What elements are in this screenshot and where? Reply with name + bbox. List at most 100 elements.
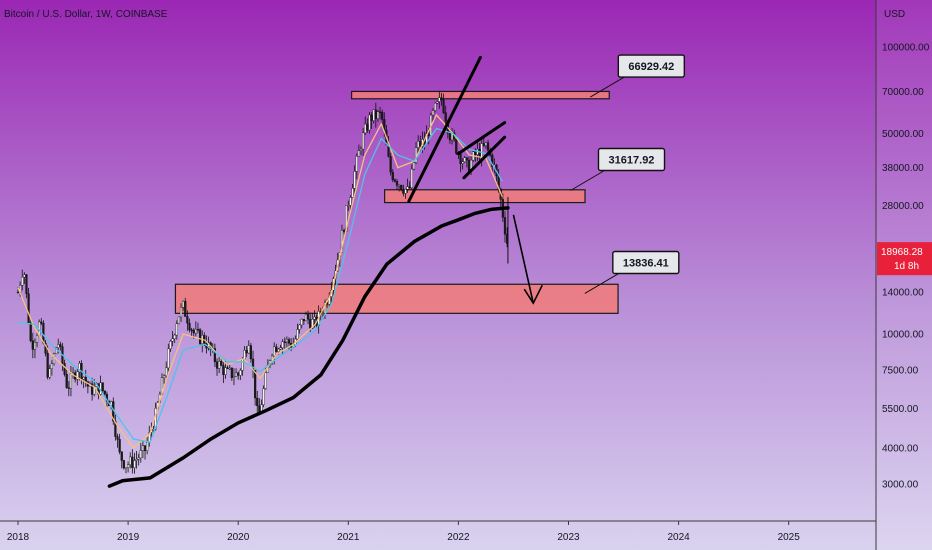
candle-body xyxy=(247,345,250,354)
candle-body xyxy=(408,186,411,189)
candle-body xyxy=(279,347,282,350)
candle-body xyxy=(311,319,314,329)
y-tick-label: 50000.00 xyxy=(882,129,924,140)
callout-pointer xyxy=(590,76,625,98)
candle-body xyxy=(309,319,312,329)
candle-body xyxy=(302,318,305,322)
projection-arrow xyxy=(512,214,543,305)
candle-body xyxy=(63,363,66,375)
candle-body xyxy=(135,459,138,461)
candle-body xyxy=(296,329,299,340)
candle-body xyxy=(25,274,28,294)
candle-body xyxy=(230,367,233,378)
y-tick-label: 38000.00 xyxy=(882,163,924,174)
candle-body xyxy=(218,361,221,369)
candle-body xyxy=(82,376,85,380)
candle-body xyxy=(283,341,286,344)
current-price-value: 18968.28 xyxy=(881,247,923,258)
candle-body xyxy=(300,318,303,326)
candle-body xyxy=(23,274,26,278)
candle-body xyxy=(167,348,170,369)
candle-body xyxy=(486,142,490,151)
x-tick-label: 2021 xyxy=(337,532,360,543)
candle-body xyxy=(404,189,407,194)
candle-body xyxy=(285,339,288,343)
candle-body xyxy=(376,111,380,119)
candle-body xyxy=(374,109,377,119)
candle-body xyxy=(419,141,422,147)
x-tick-label: 2018 xyxy=(7,532,30,543)
candle-body xyxy=(118,439,121,453)
support-resistance-zone xyxy=(384,189,586,204)
candle-body xyxy=(198,329,202,344)
candle-body xyxy=(120,451,123,461)
candle-body xyxy=(353,171,356,189)
candle-body xyxy=(190,329,193,332)
x-tick-label: 2019 xyxy=(117,532,140,543)
candle-body xyxy=(48,368,51,378)
candle-body xyxy=(241,358,244,371)
candle-body xyxy=(65,374,68,388)
candle-body xyxy=(226,367,229,369)
candle-body xyxy=(182,301,185,308)
candle-body xyxy=(213,348,217,362)
candle-body xyxy=(101,382,104,392)
arrow-head xyxy=(523,284,543,305)
candle-body xyxy=(175,323,178,336)
candle-body xyxy=(33,342,37,350)
candle-body xyxy=(281,341,284,348)
candle-body xyxy=(192,329,195,334)
candle-body xyxy=(239,370,242,376)
current-price-countdown: 1d 8h xyxy=(894,261,919,272)
y-tick-label: 14000.00 xyxy=(882,288,924,299)
candle-body xyxy=(232,376,236,378)
candle-body xyxy=(133,460,136,468)
candle-body xyxy=(124,467,128,469)
candle-body xyxy=(243,350,246,360)
callout-label: 13836.41 xyxy=(623,257,669,269)
trendline xyxy=(456,121,507,156)
support-resistance-zone xyxy=(351,90,610,100)
y-tick-label: 3000.00 xyxy=(882,480,919,491)
x-tick-label: 2025 xyxy=(778,532,801,543)
candle-body xyxy=(141,445,145,451)
callout-pointer xyxy=(584,273,620,294)
candle-body xyxy=(351,188,354,198)
candle-body xyxy=(412,162,416,170)
candle-body xyxy=(347,205,350,207)
y-tick-label: 10000.00 xyxy=(882,329,924,340)
candle-body xyxy=(126,464,130,468)
candle-body xyxy=(143,445,147,452)
candle-body xyxy=(116,436,119,440)
candle-body xyxy=(29,322,32,341)
candle-body xyxy=(256,397,259,407)
candle-body xyxy=(184,301,187,317)
candle-body xyxy=(366,123,369,131)
candle-body xyxy=(391,171,394,181)
candle-body xyxy=(40,321,43,324)
candle-body xyxy=(237,372,240,376)
candle-body xyxy=(21,276,24,286)
trendline xyxy=(407,55,482,203)
horizontal-zones xyxy=(174,90,619,314)
candle-body xyxy=(129,456,132,465)
candle-body xyxy=(364,123,367,134)
callout-pointer xyxy=(570,170,605,191)
candle-body xyxy=(342,229,346,232)
candle-body xyxy=(76,371,79,380)
candle-body xyxy=(478,149,481,158)
candle-body xyxy=(173,334,176,339)
candle-body xyxy=(298,324,301,330)
callout-label: 31617.92 xyxy=(609,154,655,166)
candle-body xyxy=(304,314,308,322)
candle-body xyxy=(321,313,324,315)
candle-body xyxy=(448,132,452,141)
candle-body xyxy=(171,338,174,342)
candle-body xyxy=(287,339,291,344)
candle-body xyxy=(357,150,360,157)
current-price-label: 18968.28 1d 8h xyxy=(877,242,932,276)
ma-200w-line xyxy=(107,206,510,488)
candle-body xyxy=(467,159,471,172)
candle-body xyxy=(389,156,392,173)
